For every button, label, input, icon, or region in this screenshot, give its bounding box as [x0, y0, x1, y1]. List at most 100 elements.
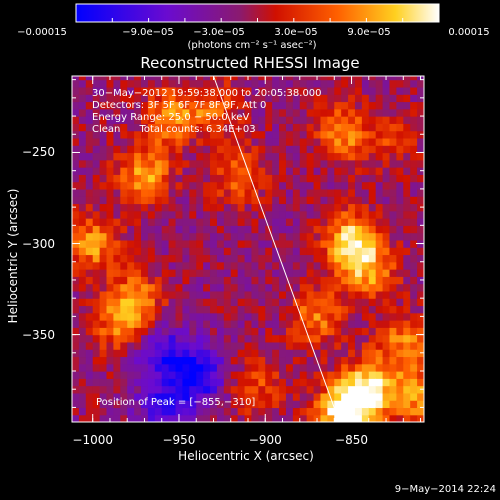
- heatmap-cell: [348, 283, 356, 292]
- heatmap-cell: [182, 312, 190, 321]
- heatmap-cell: [313, 116, 322, 124]
- heatmap-cell: [134, 225, 142, 234]
- heatmap-cell: [272, 76, 280, 81]
- heatmap-cell: [161, 210, 170, 219]
- heatmap-cell: [368, 400, 377, 409]
- heatmap-cell: [127, 210, 135, 219]
- heatmap-cell: [313, 130, 322, 139]
- heatmap-cell: [78, 116, 87, 124]
- heatmap-cell: [272, 188, 280, 197]
- heatmap-cell: [258, 116, 266, 124]
- heatmap-cell: [375, 181, 384, 190]
- heatmap-cell: [230, 76, 239, 81]
- heatmap-cell: [361, 276, 370, 285]
- heatmap-cell: [147, 76, 156, 81]
- heatmap-cell: [85, 181, 94, 190]
- heatmap-cell: [99, 349, 108, 358]
- heatmap-cell: [127, 341, 135, 350]
- heatmap-cell: [272, 218, 280, 226]
- heatmap-cell: [168, 152, 177, 161]
- heatmap-cell: [216, 181, 225, 190]
- heatmap-cell: [292, 123, 301, 132]
- heatmap-cell: [334, 239, 342, 248]
- heatmap-cell: [306, 327, 315, 336]
- heatmap-cell: [175, 123, 184, 132]
- heatmap-cell: [258, 218, 266, 226]
- heatmap-cell: [348, 392, 356, 401]
- heatmap-cell: [334, 261, 342, 270]
- heatmap-cell: [210, 225, 218, 234]
- heatmap-cell: [354, 392, 363, 401]
- heatmap-cell: [334, 298, 342, 307]
- heatmap-cell: [85, 371, 94, 379]
- heatmap-cell: [272, 145, 280, 154]
- heatmap-cell: [92, 407, 101, 416]
- heatmap-cell: [320, 276, 328, 285]
- heatmap-cell: [354, 261, 363, 270]
- heatmap-cell: [99, 247, 108, 256]
- heatmap-cell: [237, 108, 246, 117]
- heatmap-cell: [272, 116, 280, 124]
- heatmap-cell: [72, 196, 80, 205]
- heatmap-cell: [299, 371, 308, 379]
- heatmap-cell: [410, 312, 418, 321]
- heatmap-cell: [361, 181, 370, 190]
- heatmap-cell: [306, 356, 315, 365]
- heatmap-cell: [78, 196, 87, 205]
- heatmap-cell: [72, 210, 80, 219]
- heatmap-cell: [368, 116, 377, 124]
- heatmap-cell: [368, 232, 377, 241]
- heatmap-cell: [99, 400, 108, 409]
- heatmap-cell: [417, 159, 424, 168]
- heatmap-cell: [113, 341, 121, 350]
- heatmap-cell: [417, 334, 424, 343]
- heatmap-cell: [237, 371, 246, 379]
- heatmap-cell: [389, 327, 397, 336]
- heatmap-cell: [361, 101, 370, 110]
- heatmap-cell: [189, 116, 197, 124]
- heatmap-cell: [389, 414, 397, 422]
- heatmap-cell: [327, 407, 335, 416]
- heatmap-cell: [168, 76, 177, 81]
- heatmap-cell: [375, 108, 384, 117]
- heatmap-cell: [279, 232, 287, 241]
- heatmap-cell: [354, 407, 363, 416]
- heatmap-cell: [196, 305, 204, 314]
- heatmap-cell: [279, 392, 287, 401]
- heatmap-cell: [279, 210, 287, 219]
- heatmap-cell: [85, 305, 94, 314]
- heatmap-cell: [251, 247, 259, 256]
- heatmap-cell: [168, 181, 177, 190]
- heatmap-cell: [417, 254, 424, 263]
- heatmap-cell: [382, 210, 391, 219]
- annotation-energy: Energy Range: 25.0 − 50.0 keV: [92, 112, 250, 123]
- heatmap-cell: [389, 76, 397, 81]
- heatmap-cell: [168, 414, 177, 422]
- heatmap-cell: [417, 188, 424, 197]
- heatmap-cell: [141, 101, 149, 110]
- heatmap-cell: [368, 181, 377, 190]
- heatmap-cell: [203, 86, 211, 95]
- heatmap-cell: [210, 167, 218, 175]
- heatmap-cell: [313, 305, 322, 314]
- heatmap-cell: [306, 349, 315, 358]
- heatmap-cell: [320, 101, 328, 110]
- heatmap-cell: [272, 320, 280, 328]
- heatmap-cell: [361, 341, 370, 350]
- heatmap-cell: [410, 269, 418, 277]
- heatmap-cell: [196, 76, 204, 81]
- heatmap-cell: [382, 305, 391, 314]
- heatmap-cell: [251, 76, 259, 81]
- heatmap-cell: [147, 298, 156, 307]
- heatmap-cell: [244, 305, 253, 314]
- heatmap-cell: [92, 385, 101, 394]
- heatmap-cell: [417, 320, 424, 328]
- heatmap-cell: [85, 188, 94, 197]
- heatmap-cell: [134, 101, 142, 110]
- heatmap-cell: [375, 130, 384, 139]
- annotation-time: 30−May−2012 19:59:38.000 to 20:05:38.000: [92, 88, 322, 99]
- heatmap-cell: [120, 283, 128, 292]
- heatmap-cell: [348, 400, 356, 409]
- heatmap-cell: [106, 203, 115, 212]
- heatmap-cell: [196, 269, 204, 277]
